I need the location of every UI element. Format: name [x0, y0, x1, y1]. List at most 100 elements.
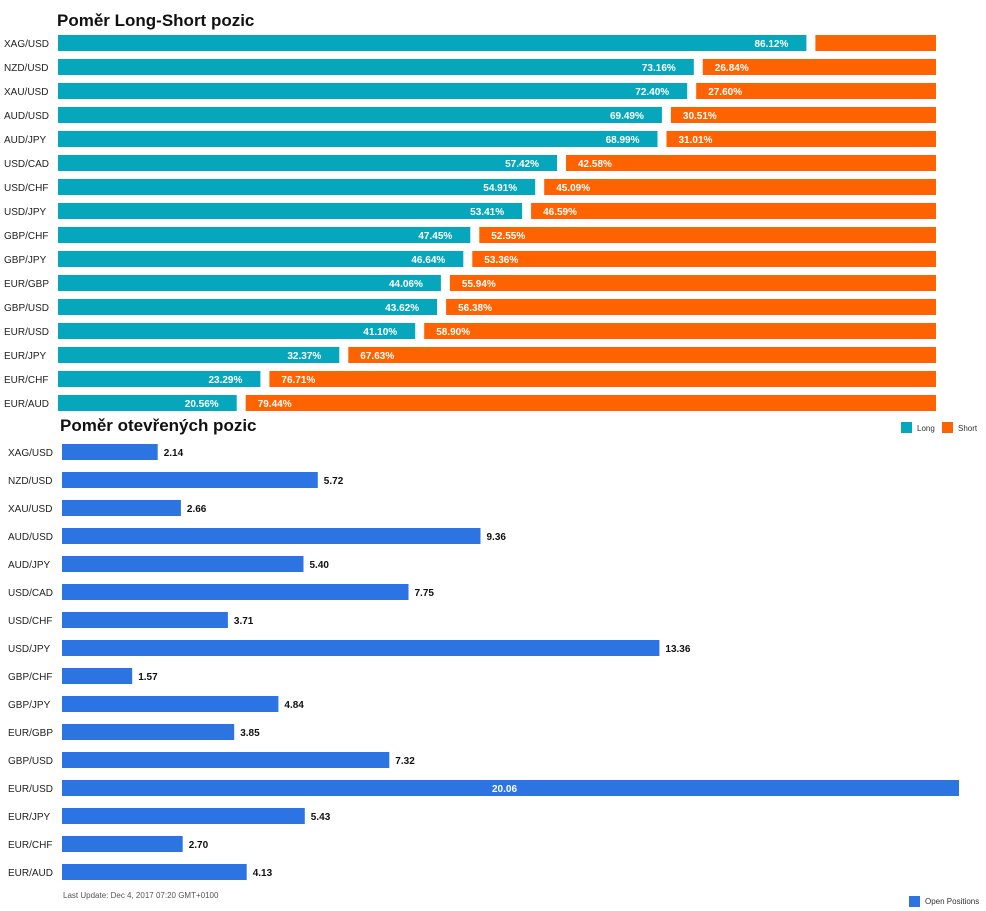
op-bar-xau-usd: [62, 500, 181, 516]
op-value-usd-jpy: 13.36: [665, 644, 690, 655]
op-value-eur-usd: 20.06: [492, 784, 517, 795]
ls-short-bar-xag-usd: [815, 35, 936, 51]
op-category-label-usd-cad: USD/CAD: [8, 588, 53, 599]
ls-category-label-eur-chf: EUR/CHF: [4, 375, 48, 386]
ls-short-bar-usd-jpy: [531, 203, 936, 219]
op-bar-eur-chf: [62, 836, 183, 852]
legend-label-open-positions: Open Positions: [925, 897, 979, 906]
ls-category-label-eur-gbp: EUR/GBP: [4, 279, 49, 290]
ls-short-value-eur-jpy: 67.63%: [360, 351, 394, 362]
ls-short-bar-usd-cad: [566, 155, 936, 171]
op-value-eur-aud: 4.13: [253, 868, 273, 879]
legend-swatch-long: [901, 422, 912, 433]
op-value-usd-cad: 7.75: [415, 588, 435, 599]
op-category-label-aud-jpy: AUD/JPY: [8, 560, 51, 571]
ls-short-bar-eur-chf: [269, 371, 936, 387]
long-short-chart: XAG/USD 86.12% NZD/USD 73.16% 26.84% XAU/USD 7…: [4, 35, 936, 411]
op-value-xag-usd: 2.14: [164, 448, 184, 459]
ls-category-label-nzd-usd: NZD/USD: [4, 63, 48, 74]
ls-short-value-usd-chf: 45.09%: [556, 183, 590, 194]
op-bar-gbp-usd: [62, 752, 390, 768]
ls-short-bar-nzd-usd: [702, 59, 936, 75]
ls-long-bar-eur-aud: [58, 395, 237, 411]
ls-short-value-eur-aud: 79.44%: [258, 399, 292, 410]
ls-short-value-eur-chf: 76.71%: [281, 375, 315, 386]
last-update-text: Last Update: Dec 4, 2017 07:20 GMT+0100: [63, 891, 219, 900]
open-positions-legend: Open Positions: [909, 896, 979, 907]
ls-long-value-usd-cad: 57.42%: [505, 159, 539, 170]
op-category-label-gbp-jpy: GBP/JPY: [8, 700, 51, 711]
ls-category-label-gbp-chf: GBP/CHF: [4, 231, 48, 242]
op-value-gbp-usd: 7.32: [395, 756, 415, 767]
ls-short-value-eur-gbp: 55.94%: [462, 279, 496, 290]
op-bar-xag-usd: [62, 444, 158, 460]
ls-long-bar-gbp-chf: [58, 227, 471, 243]
ls-long-bar-aud-jpy: [58, 131, 658, 147]
ls-long-value-gbp-jpy: 46.64%: [411, 255, 445, 266]
op-bar-eur-usd: [62, 780, 959, 796]
ls-long-bar-eur-chf: [58, 371, 261, 387]
ls-long-value-eur-usd: 41.10%: [363, 327, 397, 338]
ls-category-label-xag-usd: XAG/USD: [4, 39, 49, 50]
ls-long-bar-nzd-usd: [58, 59, 694, 75]
ls-long-value-eur-aud: 20.56%: [185, 399, 219, 410]
op-bar-usd-jpy: [62, 640, 660, 656]
ls-short-value-usd-jpy: 46.59%: [543, 207, 577, 218]
ls-category-label-usd-jpy: USD/JPY: [4, 207, 47, 218]
ls-long-value-aud-jpy: 68.99%: [606, 135, 640, 146]
ls-long-bar-gbp-jpy: [58, 251, 464, 267]
ls-short-value-xau-usd: 27.60%: [708, 87, 742, 98]
ls-category-label-eur-aud: EUR/AUD: [4, 399, 49, 410]
ls-long-value-nzd-usd: 73.16%: [642, 63, 676, 74]
op-bar-nzd-usd: [62, 472, 318, 488]
ls-long-value-usd-chf: 54.91%: [483, 183, 517, 194]
op-bar-aud-jpy: [62, 556, 304, 572]
ls-long-bar-eur-usd: [58, 323, 416, 339]
op-value-usd-chf: 3.71: [234, 616, 254, 627]
ls-short-bar-eur-jpy: [348, 347, 936, 363]
op-value-eur-jpy: 5.43: [311, 812, 331, 823]
legend-label-short: Short: [958, 424, 978, 433]
ls-short-value-eur-usd: 58.90%: [436, 327, 470, 338]
ls-short-bar-gbp-chf: [479, 227, 936, 243]
op-category-label-usd-chf: USD/CHF: [8, 616, 52, 627]
ls-category-label-usd-cad: USD/CAD: [4, 159, 49, 170]
ls-short-bar-gbp-jpy: [472, 251, 936, 267]
ls-short-bar-xau-usd: [696, 83, 936, 99]
ls-short-bar-aud-jpy: [666, 131, 936, 147]
ls-category-label-gbp-usd: GBP/USD: [4, 303, 49, 314]
op-category-label-eur-chf: EUR/CHF: [8, 840, 52, 851]
open-positions-chart-title: Poměr otevřených pozic: [60, 416, 257, 435]
op-bar-eur-jpy: [62, 808, 305, 824]
ls-short-value-nzd-usd: 26.84%: [715, 63, 749, 74]
ls-category-label-aud-jpy: AUD/JPY: [4, 135, 47, 146]
ls-long-bar-usd-cad: [58, 155, 557, 171]
op-bar-usd-chf: [62, 612, 228, 628]
op-category-label-xau-usd: XAU/USD: [8, 504, 52, 515]
op-value-gbp-chf: 1.57: [138, 672, 158, 683]
op-category-label-xag-usd: XAG/USD: [8, 448, 53, 459]
op-value-eur-gbp: 3.85: [240, 728, 260, 739]
ls-short-value-usd-cad: 42.58%: [578, 159, 612, 170]
ls-short-value-gbp-jpy: 53.36%: [484, 255, 518, 266]
op-category-label-gbp-chf: GBP/CHF: [8, 672, 52, 683]
ls-short-bar-eur-usd: [424, 323, 936, 339]
ls-category-label-eur-jpy: EUR/JPY: [4, 351, 47, 362]
ls-long-value-eur-jpy: 32.37%: [287, 351, 321, 362]
ls-long-bar-gbp-usd: [58, 299, 438, 315]
legend-swatch-open-positions: [909, 896, 920, 907]
ls-long-value-aud-usd: 69.49%: [610, 111, 644, 122]
ls-long-value-gbp-chf: 47.45%: [418, 231, 452, 242]
ls-category-label-usd-chf: USD/CHF: [4, 183, 48, 194]
op-category-label-usd-jpy: USD/JPY: [8, 644, 51, 655]
ls-short-value-gbp-usd: 56.38%: [458, 303, 492, 314]
op-bar-eur-gbp: [62, 724, 235, 740]
ls-long-bar-aud-usd: [58, 107, 662, 123]
legend-label-long: Long: [917, 424, 935, 433]
legend-swatch-short: [942, 422, 953, 433]
ls-short-bar-eur-gbp: [449, 275, 936, 291]
op-bar-usd-cad: [62, 584, 409, 600]
ls-short-bar-usd-chf: [544, 179, 936, 195]
long-short-chart-title: Poměr Long-Short pozic: [57, 11, 254, 30]
ls-long-value-gbp-usd: 43.62%: [385, 303, 419, 314]
